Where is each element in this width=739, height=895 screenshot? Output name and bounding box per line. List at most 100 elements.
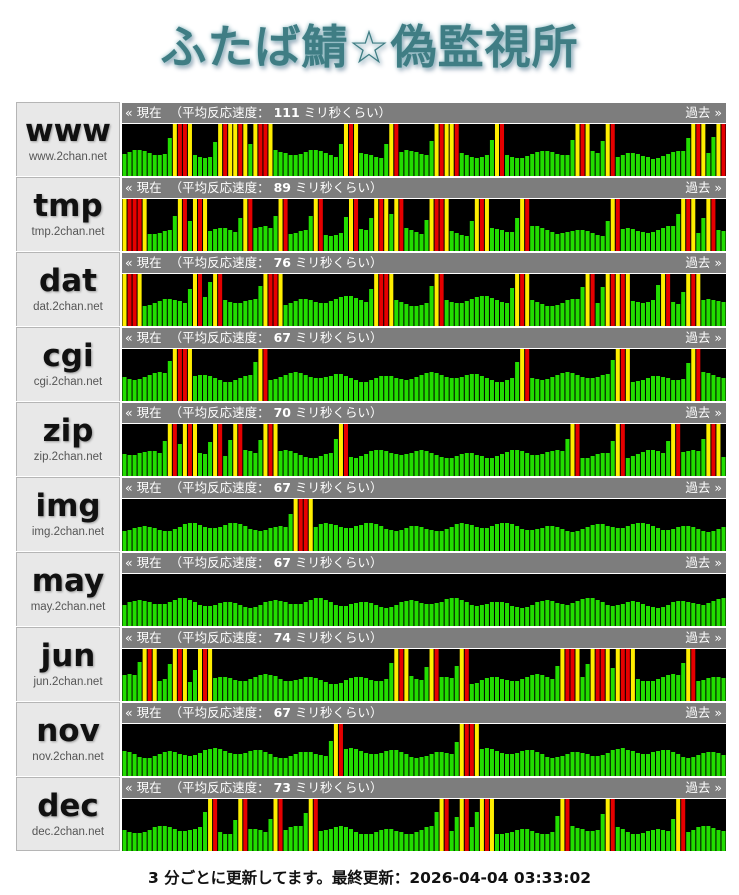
response-bar <box>152 234 157 251</box>
now-link[interactable]: « 現在 <box>125 630 162 645</box>
avg-prefix: （平均反応速度： <box>169 780 270 795</box>
now-link[interactable]: « 現在 <box>125 255 162 270</box>
response-bar <box>213 229 218 251</box>
response-bar <box>530 300 535 326</box>
response-bar <box>198 827 203 851</box>
response-bar <box>308 300 313 326</box>
server-label[interactable]: dec dec.2chan.net <box>16 777 120 851</box>
response-bar <box>409 379 414 401</box>
past-link[interactable]: 過去 » <box>685 555 722 570</box>
server-host: jun.2chan.net <box>33 676 103 688</box>
past-link[interactable]: 過去 » <box>685 480 722 495</box>
server-label[interactable]: dat dat.2chan.net <box>16 252 120 326</box>
response-bar <box>444 677 449 701</box>
avg-unit: ミリ秒くらい） <box>294 255 383 270</box>
response-bar <box>218 677 223 701</box>
response-bar <box>198 453 203 476</box>
response-bar <box>273 274 278 326</box>
response-header: « 現在 （平均反応速度： 67 ミリ秒くらい） 過去 » <box>122 553 726 573</box>
past-link[interactable]: 過去 » <box>685 630 722 645</box>
response-bar <box>535 455 540 476</box>
response-bar <box>152 451 157 476</box>
response-bar <box>429 453 434 476</box>
server-label[interactable]: img img.2chan.net <box>16 477 120 551</box>
server-label[interactable]: zip zip.2chan.net <box>16 402 120 476</box>
response-bar <box>640 833 645 851</box>
now-link[interactable]: « 現在 <box>125 555 162 570</box>
past-link[interactable]: 過去 » <box>685 105 722 120</box>
past-link[interactable]: 過去 » <box>685 180 722 195</box>
response-bar <box>645 524 650 551</box>
response-bar <box>464 375 469 401</box>
response-bar <box>711 677 716 701</box>
response-bar <box>671 226 676 251</box>
response-bar <box>288 514 293 551</box>
response-bar <box>253 124 258 176</box>
server-host: nov.2chan.net <box>32 751 104 763</box>
response-bar <box>359 834 364 851</box>
now-link[interactable]: « 現在 <box>125 480 162 495</box>
response-bar <box>389 607 394 626</box>
past-link[interactable]: 過去 » <box>685 780 722 795</box>
server-label[interactable]: cgi cgi.2chan.net <box>16 327 120 401</box>
response-bar <box>258 750 263 776</box>
now-link[interactable]: « 現在 <box>125 405 162 420</box>
response-bar <box>343 606 348 626</box>
response-bar <box>298 679 303 701</box>
response-bar <box>137 600 142 626</box>
response-bar <box>721 678 726 701</box>
past-link[interactable]: 過去 » <box>685 705 722 720</box>
response-bar <box>494 382 499 401</box>
response-bar-graph <box>122 799 726 851</box>
now-link[interactable]: « 現在 <box>125 180 162 195</box>
now-link[interactable]: « 現在 <box>125 330 162 345</box>
response-bar <box>721 302 726 326</box>
response-bar <box>545 151 550 176</box>
response-bar <box>510 378 515 401</box>
response-bar <box>600 375 605 401</box>
response-bar <box>716 301 721 326</box>
response-bar <box>228 523 233 551</box>
now-link[interactable]: « 現在 <box>125 780 162 795</box>
response-bar <box>701 680 706 701</box>
response-bar <box>233 303 238 326</box>
response-bar <box>585 378 590 401</box>
header-left: « 現在 （平均反応速度： 67 ミリ秒くらい） <box>125 328 382 348</box>
server-label[interactable]: jun jun.2chan.net <box>16 627 120 701</box>
response-bar <box>686 363 691 401</box>
response-bar <box>449 378 454 401</box>
response-bar <box>414 306 419 326</box>
response-bar <box>288 681 293 701</box>
response-bar <box>550 758 555 776</box>
response-bar <box>268 754 273 776</box>
response-bar <box>233 424 238 476</box>
response-bar <box>439 375 444 401</box>
response-bar <box>147 830 152 851</box>
response-bar <box>439 531 444 551</box>
response-bar <box>172 349 177 401</box>
response-bar <box>565 372 570 401</box>
response-bar <box>540 601 545 626</box>
server-label[interactable]: may may.2chan.net <box>16 552 120 626</box>
response-bar <box>681 601 686 626</box>
response-bar <box>555 450 560 476</box>
past-link[interactable]: 過去 » <box>685 255 722 270</box>
response-bar <box>676 754 681 776</box>
response-bar <box>147 451 152 476</box>
response-bar <box>625 153 630 176</box>
server-label[interactable]: nov nov.2chan.net <box>16 702 120 776</box>
response-bar <box>404 834 409 851</box>
response-bar <box>656 608 661 626</box>
response-bar <box>338 233 343 251</box>
past-link[interactable]: 過去 » <box>685 405 722 420</box>
now-link[interactable]: « 現在 <box>125 705 162 720</box>
response-bar <box>147 234 152 251</box>
response-bar <box>535 529 540 551</box>
server-label[interactable]: www www.2chan.net <box>16 102 120 176</box>
response-bar <box>203 199 208 251</box>
server-label[interactable]: tmp tmp.2chan.net <box>16 177 120 251</box>
response-bar <box>424 667 429 701</box>
past-link[interactable]: 過去 » <box>685 330 722 345</box>
response-bar <box>434 812 439 851</box>
now-link[interactable]: « 現在 <box>125 105 162 120</box>
